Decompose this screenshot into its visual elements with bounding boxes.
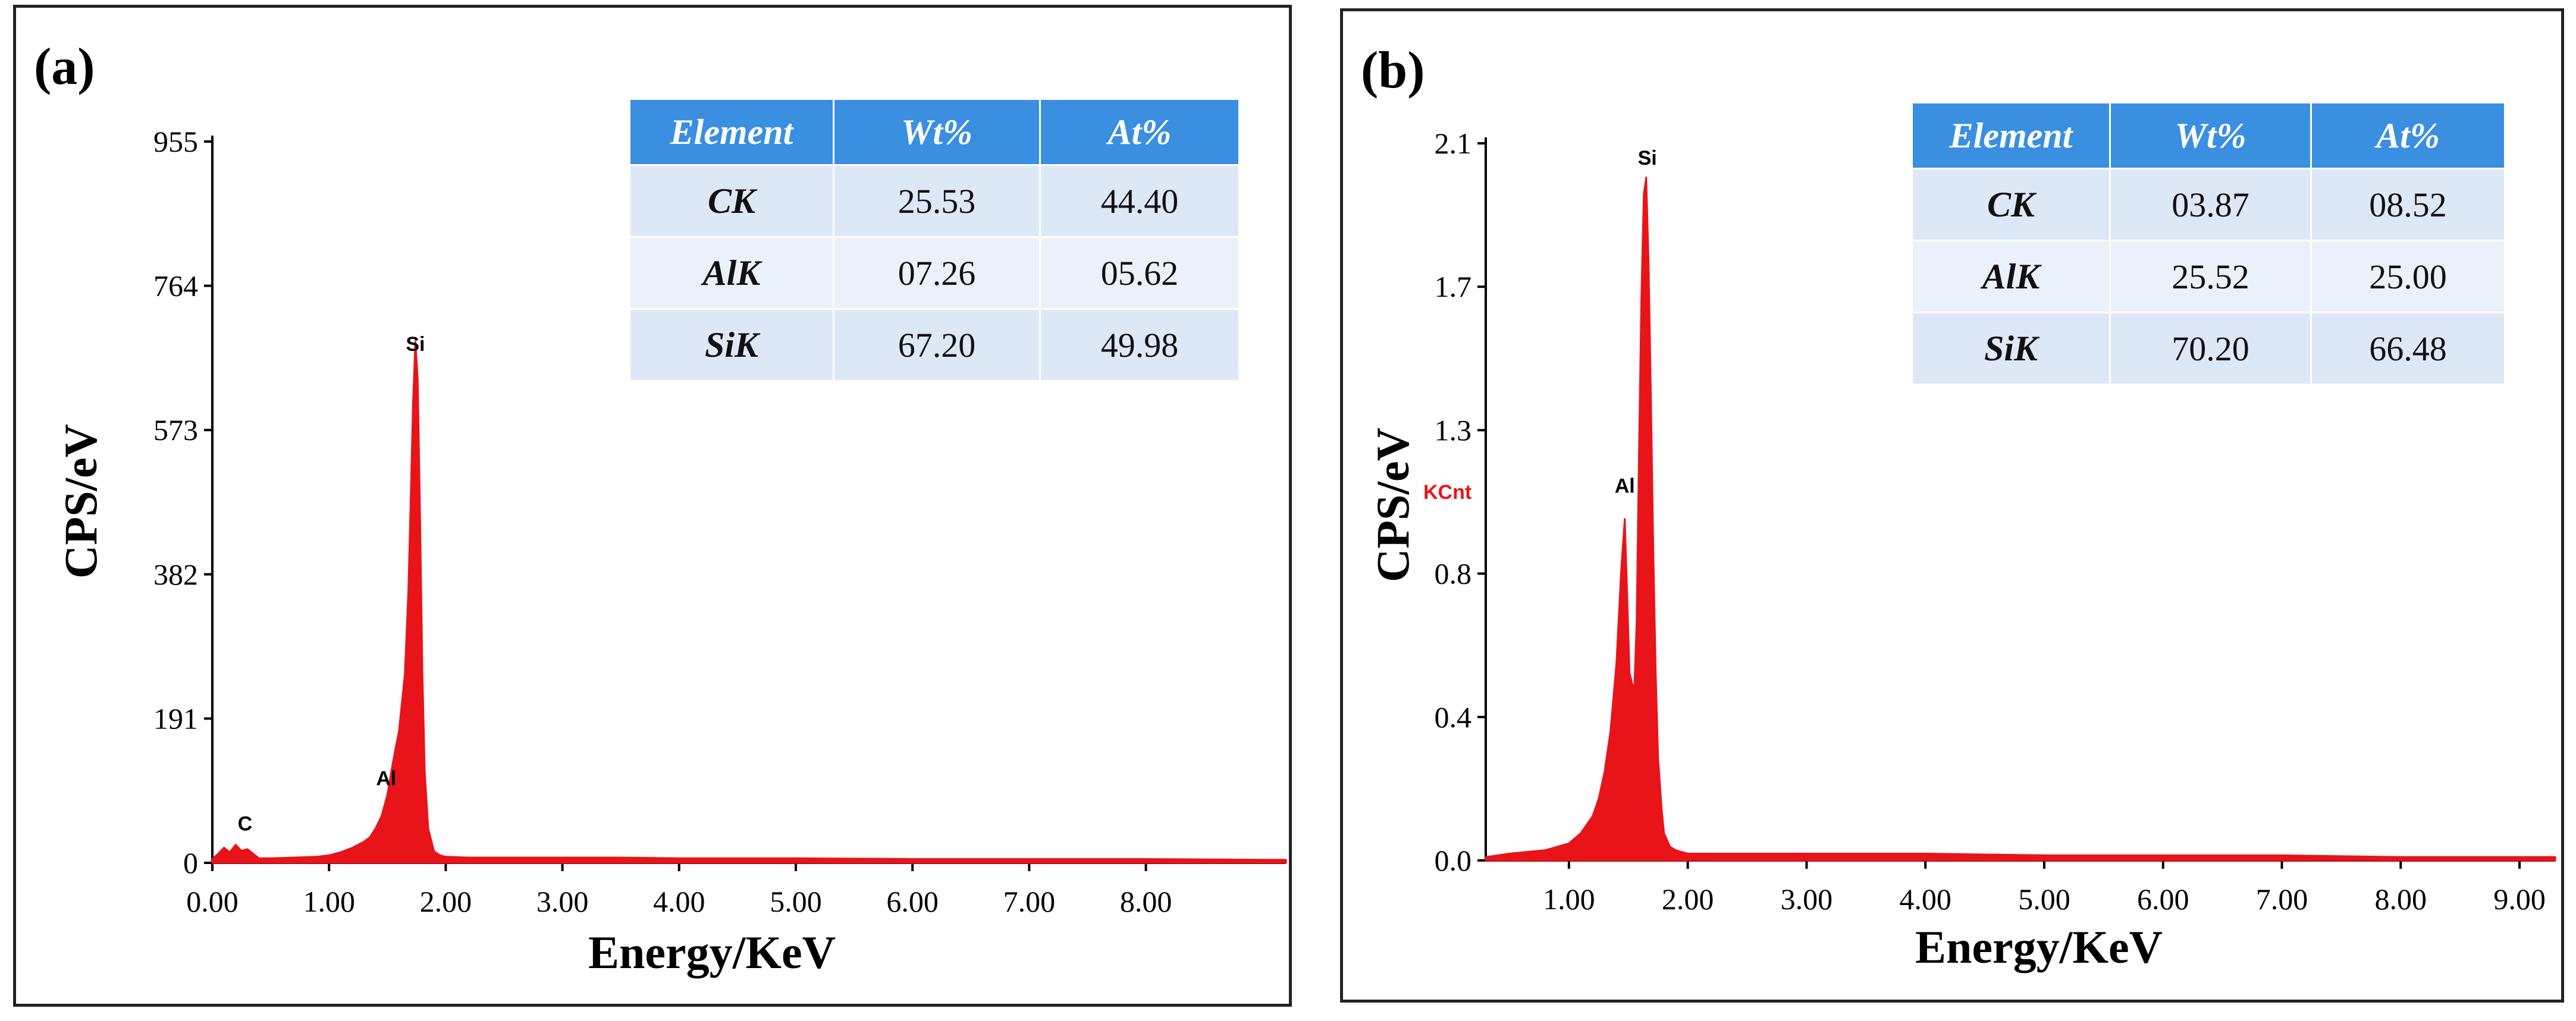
composition-table-b: Element Wt% At% CK 03.87 08.52 AlK 25.52… — [1911, 102, 2506, 385]
table-header-element: Element — [629, 98, 834, 166]
table-cell-wt: 25.52 — [2109, 240, 2312, 313]
peak-label-al: Al — [376, 767, 396, 790]
y-tick-label: 0 — [183, 846, 198, 879]
table-cell-element: CK — [1911, 168, 2111, 241]
x-tick-label: 4.00 — [653, 885, 705, 918]
y-tick-label: 764 — [153, 269, 198, 303]
composition-table-a: Element Wt% At% CK 25.53 44.40 AlK 07.26… — [629, 98, 1240, 382]
table-cell-element: SiK — [629, 308, 834, 382]
x-tick-label: 2.00 — [1662, 882, 1714, 916]
table-cell-at: 05.62 — [1039, 236, 1240, 310]
y-tick-label: 0.0 — [1435, 844, 1472, 877]
table-cell-at: 66.48 — [2310, 312, 2506, 385]
table-header-wt: Wt% — [2109, 102, 2312, 169]
table-header-element: Element — [1911, 102, 2111, 169]
table-cell-wt: 07.26 — [833, 236, 1041, 310]
y-axis-title: CPS/eV — [1367, 428, 1419, 582]
peak-label-c: C — [238, 813, 253, 835]
y-tick-label: 955 — [153, 125, 198, 158]
x-tick-label: 8.00 — [2375, 882, 2427, 916]
y-tick-label: 0.4 — [1435, 700, 1472, 734]
table-row: CK 25.53 44.40 — [629, 164, 1240, 238]
x-tick-label: 7.00 — [1003, 885, 1056, 918]
peak-label-si: Si — [1638, 147, 1657, 169]
y-tick-label: 573 — [153, 413, 198, 447]
table-cell-wt: 03.87 — [2109, 168, 2312, 241]
chart-panel-a: (a) 0 191 382 573 764 955 0.00 1.00 2.00 3.00 4.00 5… — [13, 5, 1292, 1007]
x-tick-label: 3.00 — [536, 885, 589, 918]
table-cell-wt: 25.53 — [833, 164, 1041, 238]
table-header-at: At% — [1039, 98, 1240, 166]
panel-label: (a) — [34, 38, 95, 96]
peak-label-al: Al — [1615, 475, 1635, 497]
table-cell-element: CK — [629, 164, 834, 238]
table-cell-wt: 67.20 — [833, 308, 1041, 382]
spectrum-area — [211, 341, 1287, 864]
unit-label: KCnt — [1423, 481, 1471, 504]
chart-panel-b: (b) 0.0 0.4 0.8 1.3 1.7 2.1 1.00 2.00 3.00 4.00 5.0… — [1340, 8, 2564, 1003]
table-row: CK 03.87 08.52 — [1911, 168, 2506, 241]
x-tick-label: 5.00 — [770, 885, 822, 918]
spectrum-area — [1485, 176, 2556, 862]
x-tick-label: 0.00 — [186, 885, 239, 918]
x-axis-title: Energy/KeV — [1915, 921, 2163, 973]
table-cell-wt: 70.20 — [2109, 312, 2312, 385]
y-axis-title: CPS/eV — [55, 424, 106, 579]
table-row: SiK 67.20 49.98 — [629, 308, 1240, 382]
chart-b-svg: (b) 0.0 0.4 0.8 1.3 1.7 2.1 1.00 2.00 3.00 4.00 5.0… — [1361, 42, 2556, 973]
table-header-row: Element Wt% At% — [629, 98, 1240, 166]
chart-a-svg: (a) 0 191 382 573 764 955 0.00 1.00 2.00 3.00 4.00 5… — [34, 38, 1287, 978]
table-cell-at: 08.52 — [2310, 168, 2506, 241]
x-tick-label: 1.00 — [303, 885, 355, 918]
y-tick-label: 382 — [153, 558, 198, 591]
x-tick-label: 1.00 — [1543, 882, 1595, 916]
peak-label-si: Si — [406, 333, 425, 356]
table-cell-element: AlK — [629, 236, 834, 310]
table-header-row: Element Wt% At% — [1911, 102, 2506, 169]
table-header-at: At% — [2310, 102, 2506, 169]
table-header-wt: Wt% — [833, 98, 1041, 166]
table-row: SiK 70.20 66.48 — [1911, 312, 2506, 385]
table-row: AlK 07.26 05.62 — [629, 236, 1240, 310]
x-tick-label: 5.00 — [2018, 882, 2070, 916]
y-tick-label: 2.1 — [1435, 127, 1472, 160]
panel-label: (b) — [1361, 42, 1425, 99]
y-tick-label: 191 — [153, 702, 198, 735]
x-axis-title: Energy/KeV — [588, 926, 836, 978]
table-cell-at: 44.40 — [1039, 164, 1240, 238]
x-tick-label: 6.00 — [886, 885, 939, 918]
table-row: AlK 25.52 25.00 — [1911, 240, 2506, 313]
x-tick-label: 9.00 — [2493, 882, 2546, 916]
x-tick-label: 3.00 — [1781, 882, 1833, 916]
table-cell-at: 25.00 — [2310, 240, 2506, 313]
y-tick-label: 1.7 — [1435, 270, 1472, 303]
x-tick-label: 4.00 — [1899, 882, 1951, 916]
y-tick-label: 1.3 — [1435, 413, 1472, 447]
table-cell-element: SiK — [1911, 312, 2111, 385]
table-cell-element: AlK — [1911, 240, 2111, 313]
x-tick-label: 6.00 — [2137, 882, 2189, 916]
x-tick-label: 2.00 — [420, 885, 472, 918]
y-tick-label: 0.8 — [1435, 557, 1472, 590]
x-tick-label: 8.00 — [1120, 885, 1172, 918]
x-tick-label: 7.00 — [2256, 882, 2308, 916]
table-cell-at: 49.98 — [1039, 308, 1240, 382]
